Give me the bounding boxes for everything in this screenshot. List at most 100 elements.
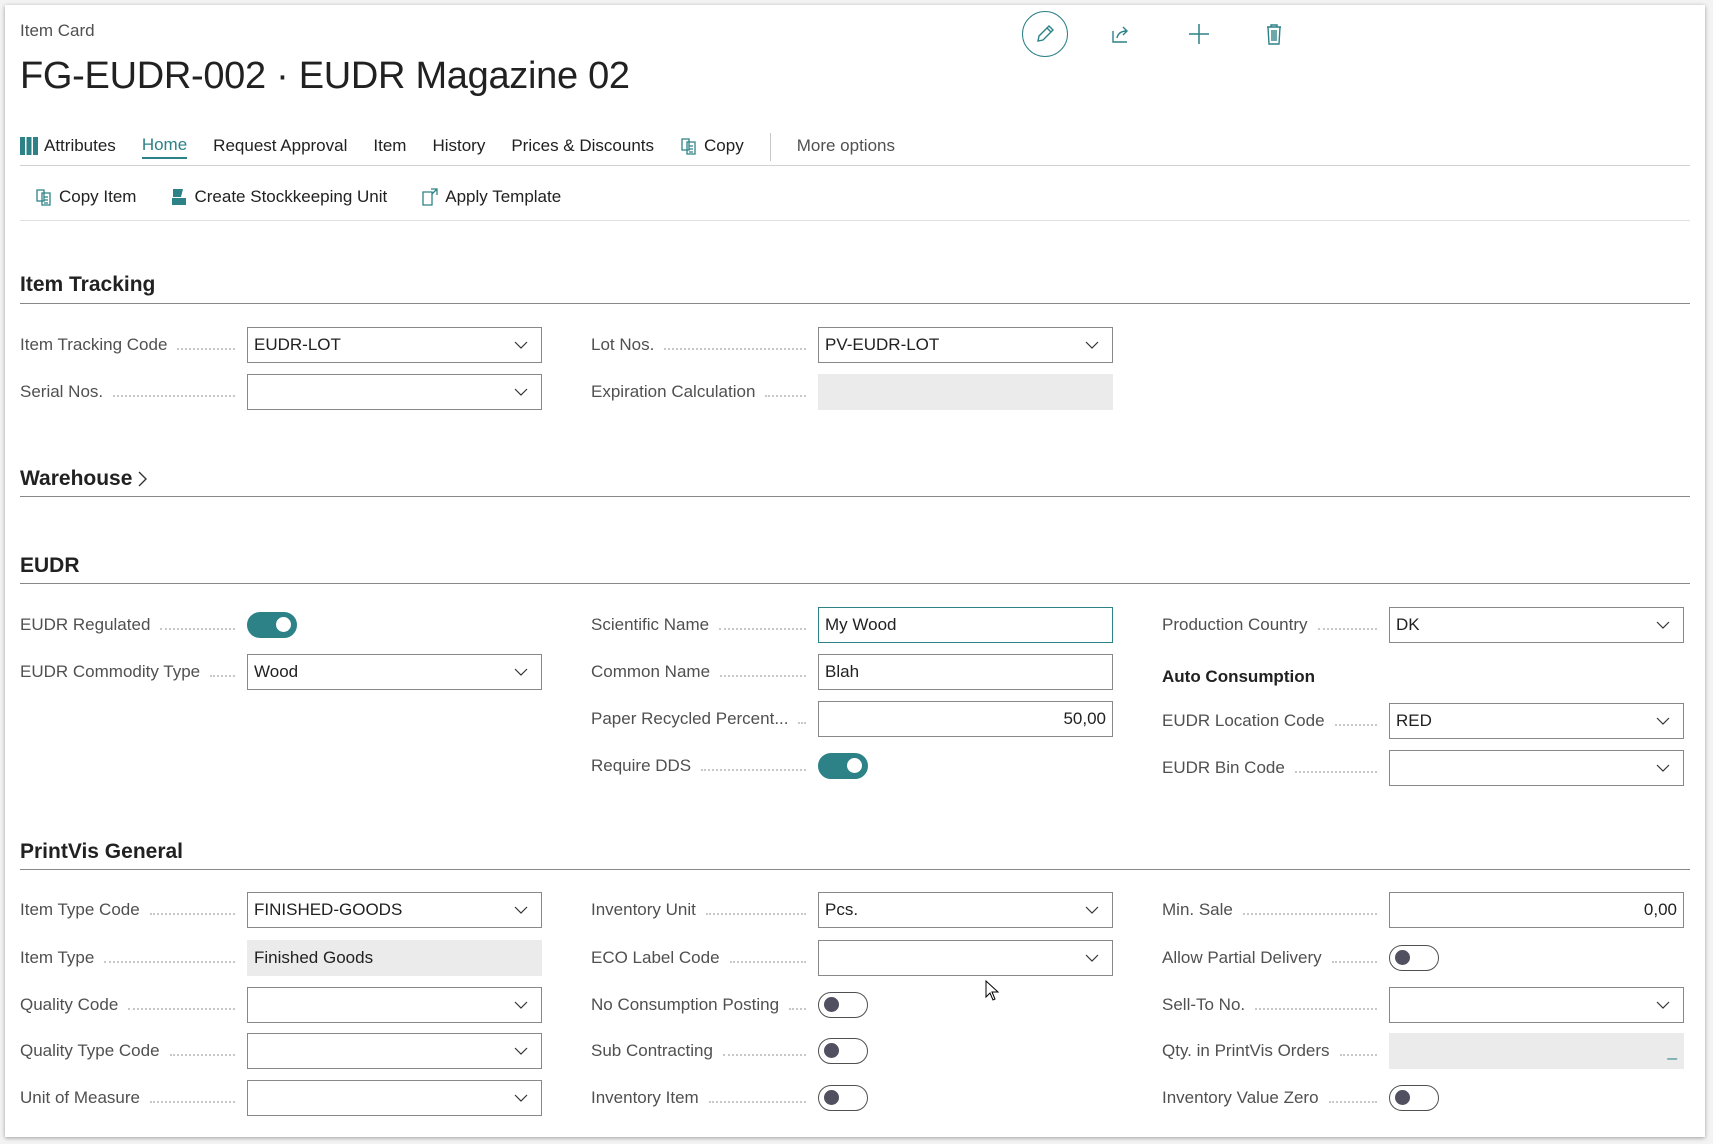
mouse-cursor-icon <box>985 980 1000 1001</box>
field-label: Inventory Item <box>591 1088 699 1107</box>
unit-of-measure-select[interactable] <box>247 1080 542 1116</box>
item-tracking-code-select[interactable]: EUDR-LOT <box>247 327 542 363</box>
field-item-type: Item Type Finished Goods <box>20 940 542 976</box>
field-value: DK <box>1396 615 1420 634</box>
tab-attributes[interactable]: Attributes <box>20 136 116 158</box>
delete-button[interactable] <box>1251 11 1297 57</box>
field-label: EUDR Bin Code <box>1162 758 1285 777</box>
inventory-value-zero-toggle[interactable] <box>1389 1085 1439 1111</box>
share-button[interactable] <box>1098 11 1144 57</box>
field-value: 0,00 <box>1643 900 1677 919</box>
lot-nos-select[interactable]: PV-EUDR-LOT <box>818 327 1113 363</box>
more-options[interactable]: More options <box>796 136 895 155</box>
field-label: No Consumption Posting <box>591 995 780 1014</box>
section-warehouse[interactable]: Warehouse <box>20 467 148 491</box>
breadcrumb: Item Card <box>20 21 95 40</box>
item-type-code-select[interactable]: FINISHED-GOODS <box>247 892 542 928</box>
chevron-down-icon <box>514 668 528 676</box>
subaction-bar: Copy Item Create Stockkeeping Unit Apply… <box>35 187 561 207</box>
field-label: Sub Contracting <box>591 1041 713 1060</box>
field-value: 50,00 <box>1063 709 1106 728</box>
field-label: Require DDS <box>591 756 692 775</box>
new-button[interactable] <box>1176 11 1222 57</box>
chevron-down-icon <box>1085 906 1099 914</box>
apply-template-button[interactable]: Apply Template <box>421 187 561 207</box>
field-item-type-code: Item Type Code FINISHED-GOODS <box>20 892 542 928</box>
field-qty-in-printvis-orders: Qty. in PrintVis Orders _ <box>1162 1033 1684 1069</box>
partial-delivery-toggle[interactable] <box>1389 945 1439 971</box>
field-label: Common Name <box>591 662 711 681</box>
sell-to-select[interactable] <box>1389 987 1684 1023</box>
plus-icon <box>1189 24 1209 44</box>
tab-history[interactable]: History <box>432 136 486 155</box>
divider <box>20 165 1690 166</box>
field-label: EUDR Location Code <box>1162 711 1325 730</box>
chevron-down-icon <box>514 1047 528 1055</box>
tab-home[interactable]: Home <box>141 135 188 159</box>
section-divider <box>20 496 1690 497</box>
inventory-unit-select[interactable]: Pcs. <box>818 892 1113 928</box>
field-sell-to-no: Sell-To No. <box>1162 987 1684 1023</box>
field-label: Expiration Calculation <box>591 382 756 401</box>
field-eudr-location-code: EUDR Location Code RED <box>1162 703 1684 739</box>
chevron-down-icon <box>1085 954 1099 962</box>
field-label: ECO Label Code <box>591 948 720 967</box>
field-quality-type-code: Quality Type Code <box>20 1033 542 1069</box>
field-common-name: Common Name Blah <box>591 654 1113 690</box>
section-title-printvis-general: PrintVis General <box>20 840 184 863</box>
require-dds-toggle[interactable] <box>818 753 868 779</box>
chevron-down-icon <box>514 1094 528 1102</box>
field-quality-code: Quality Code <box>20 987 542 1023</box>
group-auto-consumption: Auto Consumption <box>1162 667 1315 686</box>
field-inventory-value-zero: Inventory Value Zero <box>1162 1080 1684 1116</box>
field-label: Qty. in PrintVis Orders <box>1162 1041 1330 1060</box>
chevron-down-icon <box>1656 764 1670 772</box>
field-label: Allow Partial Delivery <box>1162 948 1322 967</box>
tab-prices-discounts[interactable]: Prices & Discounts <box>511 136 655 155</box>
qty-orders-link[interactable]: _ <box>1389 1033 1684 1069</box>
paper-recycled-input[interactable]: 50,00 <box>818 701 1113 737</box>
field-value: PV-EUDR-LOT <box>825 335 940 354</box>
field-label: Quality Type Code <box>20 1041 160 1060</box>
tab-label: Attributes <box>44 136 116 155</box>
inventory-item-toggle[interactable] <box>818 1085 868 1111</box>
location-code-select[interactable]: RED <box>1389 703 1684 739</box>
field-label: EUDR Commodity Type <box>20 662 201 681</box>
field-label: Min. Sale <box>1162 900 1233 919</box>
eco-label-code-select[interactable] <box>818 940 1113 976</box>
copy-item-button[interactable]: Copy Item <box>35 187 136 207</box>
no-consumption-toggle[interactable] <box>818 992 868 1018</box>
field-inventory-item: Inventory Item <box>591 1080 1113 1116</box>
sub-contracting-toggle[interactable] <box>818 1038 868 1064</box>
production-country-select[interactable]: DK <box>1389 607 1684 643</box>
tab-request-approval[interactable]: Request Approval <box>213 136 348 155</box>
min-sale-input[interactable]: 0,00 <box>1389 892 1684 928</box>
section-divider <box>20 583 1690 584</box>
section-divider <box>20 303 1690 304</box>
quality-code-select[interactable] <box>247 987 542 1023</box>
common-name-input[interactable]: Blah <box>818 654 1113 690</box>
chevron-down-icon <box>514 906 528 914</box>
field-label: Scientific Name <box>591 615 710 634</box>
field-value: Blah <box>825 662 860 681</box>
label: Apply Template <box>445 187 562 206</box>
commodity-type-select[interactable]: Wood <box>247 654 542 690</box>
scientific-name-input[interactable]: My Wood <box>818 607 1113 643</box>
serial-nos-select[interactable] <box>247 374 542 410</box>
tab-item[interactable]: Item <box>373 136 407 155</box>
tab-copy[interactable]: Copy <box>680 136 744 158</box>
create-sku-button[interactable]: Create Stockkeeping Unit <box>170 187 387 207</box>
section-title-item-tracking: Item Tracking <box>20 273 156 296</box>
chevron-down-icon <box>1085 341 1099 349</box>
field-expiration-calculation: Expiration Calculation <box>591 374 1113 410</box>
bin-code-select[interactable] <box>1389 750 1684 786</box>
quality-type-code-select[interactable] <box>247 1033 542 1069</box>
field-value: Pcs. <box>825 900 859 919</box>
field-value: EUDR-LOT <box>254 335 341 354</box>
field-value: Finished Goods <box>254 948 374 967</box>
edit-button[interactable] <box>1022 11 1068 57</box>
chevron-down-icon <box>514 341 528 349</box>
field-label: Quality Code <box>20 995 119 1014</box>
eudr-regulated-toggle[interactable] <box>247 612 297 638</box>
tab-label: Copy <box>704 136 744 155</box>
